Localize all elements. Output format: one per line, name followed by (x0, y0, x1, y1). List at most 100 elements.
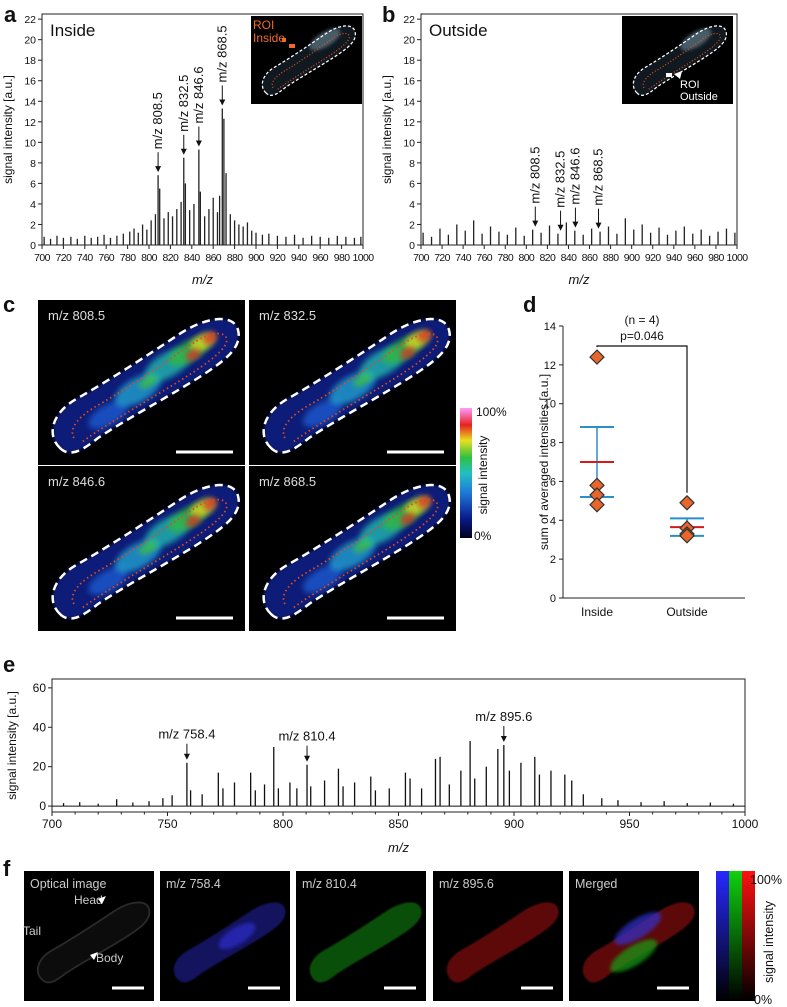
y-tick-label: 4 (409, 199, 415, 211)
data-point (679, 527, 695, 544)
plot-frame (41, 13, 364, 246)
heatmap-blob (353, 539, 372, 553)
y-tick-label: 4 (30, 199, 36, 211)
heatmap-blob (203, 498, 217, 510)
y-axis-label: sum of averaged intensities [a.u.] (537, 374, 551, 550)
colorbar-min: 0% (754, 993, 772, 1007)
y-tick-label: 14 (403, 96, 415, 108)
body-part-label: Head (74, 893, 103, 907)
y-tick-label: 10 (24, 137, 36, 149)
panel-label: b (382, 2, 395, 27)
body-part-arrow (90, 952, 98, 960)
annotation: m/z 846.6 (567, 148, 582, 205)
arrow-head (195, 140, 202, 147)
panel-label: f (3, 856, 11, 881)
arrow-head (557, 224, 564, 231)
x-tick-label: 920 (270, 252, 286, 264)
arrow-head (183, 753, 190, 760)
heatmap-blob (88, 401, 128, 429)
y-tick-label: 20 (33, 760, 47, 774)
x-tick-label: 780 (497, 252, 513, 264)
y-tick-label: 6 (409, 178, 415, 190)
heatmap-label: m/z 846.6 (48, 474, 105, 489)
roi-inner (282, 332, 439, 443)
annotation: m/z 846.6 (191, 66, 206, 123)
panel-label: c (3, 292, 15, 317)
data-point (679, 494, 695, 511)
x-tick-label: 880 (227, 252, 243, 264)
colorbar-red (742, 871, 755, 1001)
y-tick-label: 18 (24, 55, 36, 67)
annotation: m/z 895.6 (475, 709, 532, 724)
colorbar (460, 408, 472, 538)
worm-glow (309, 28, 341, 51)
x-tick-label: 700 (413, 252, 429, 264)
heatmap-blob (417, 330, 432, 342)
x-tick-label: 820 (540, 252, 556, 264)
x-tick-label: 720 (56, 252, 72, 264)
x-tick-label: 960 (687, 252, 703, 264)
image-label: Optical image (30, 877, 106, 891)
y-tick-label: 14 (544, 321, 556, 333)
annotation: m/z 808.5 (527, 147, 542, 204)
heatmap-label: m/z 868.5 (259, 474, 316, 489)
annotation: m/z 808.5 (150, 92, 165, 149)
heatmap-blob (185, 515, 201, 527)
colorbar-title: signal intensity (476, 436, 490, 515)
inset-worm (632, 25, 727, 96)
x-tick-label: 700 (42, 817, 62, 831)
x-tick-label: Inside (581, 605, 613, 619)
colorbar-max: 100% (476, 405, 507, 419)
colorbar-green (729, 871, 742, 1001)
heatmap-image: m/z 808.5 (38, 300, 245, 465)
worm (309, 902, 422, 983)
x-tick-label: 900 (248, 252, 264, 264)
fluorescence-image: Optical image (24, 871, 154, 1001)
image-label: m/z 895.6 (439, 877, 494, 891)
inset-label: ROI (253, 18, 274, 32)
y-axis-label: signal intensity [a.u.] (1, 75, 15, 184)
y-tick-label: 18 (403, 55, 415, 67)
heatmap-image: m/z 846.6 (38, 466, 245, 631)
y-tick-label: 16 (24, 76, 36, 88)
x-tick-label: 900 (624, 252, 640, 264)
roi-outline (261, 25, 356, 96)
y-tick-label: 22 (403, 14, 415, 26)
body-part-label: Body (96, 951, 123, 965)
x-tick-label: 720 (434, 252, 450, 264)
x-tick-label: 860 (205, 252, 221, 264)
data-point (589, 349, 605, 365)
y-tick-label: 12 (544, 360, 556, 372)
arrow-head (155, 166, 162, 173)
fluorescence-image: m/z 810.4 (296, 871, 426, 1001)
heatmap-blob (138, 375, 158, 389)
x-tick-label: 800 (273, 817, 293, 831)
x-tick-label: Outside (666, 605, 708, 619)
heatmap-blob (138, 541, 158, 555)
x-tick-label: 740 (77, 252, 93, 264)
roi-outline (632, 25, 727, 96)
x-tick-label: 740 (455, 252, 471, 264)
image-label: m/z 810.4 (302, 877, 357, 891)
x-tick-label: 900 (504, 817, 524, 831)
roi-inner (642, 32, 721, 91)
x-tick-label: 880 (603, 252, 619, 264)
heatmap-blob (400, 347, 415, 359)
arrow-head (219, 99, 226, 106)
x-axis-label: m/z (569, 272, 590, 287)
arrow-head (500, 736, 507, 743)
heatmap-blob (185, 349, 201, 361)
x-tick-label: 1000 (727, 252, 749, 264)
inset-label: Inside (253, 31, 285, 45)
y-tick-label: 12 (403, 117, 415, 129)
roi-outline (51, 317, 241, 454)
y-tick-label: 8 (30, 158, 36, 170)
data-point (589, 496, 605, 513)
signal (610, 939, 658, 973)
inset-label: ROI (680, 79, 700, 91)
y-tick-label: 16 (403, 76, 415, 88)
x-tick-label: 1000 (732, 817, 759, 831)
